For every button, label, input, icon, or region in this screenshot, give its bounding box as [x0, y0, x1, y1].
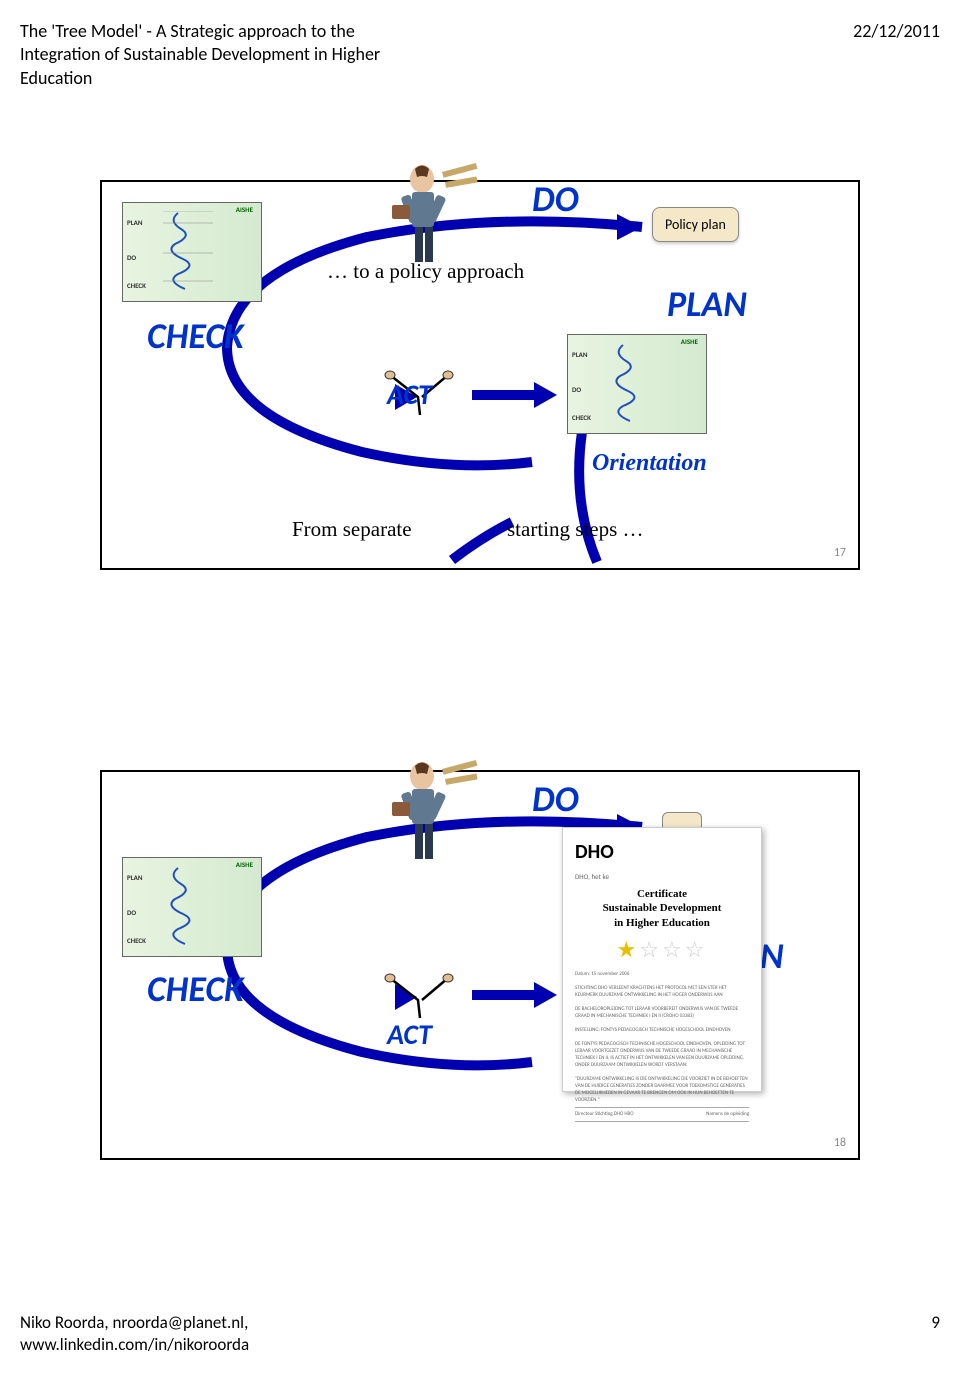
star-empty-icon: ☆: [685, 936, 708, 963]
check-label-1: CHECK: [147, 314, 244, 358]
cert-body-text: Datum: 15 november 2006 STICHTING DHO VE…: [575, 971, 749, 1122]
page-footer: Niko Roorda, nroorda@planet.nl, www.link…: [20, 1312, 940, 1356]
footer-author: Niko Roorda, nroorda@planet.nl, www.link…: [20, 1312, 420, 1356]
divining-rod-2: [380, 970, 460, 1020]
diagram-2: DO AISHE PLAN DO CHECK CHECK ACT N DHO: [100, 770, 860, 1160]
doc-title: The 'Tree Model' - A Strategic approach …: [20, 20, 420, 90]
aishe-chart-left-2: AISHE PLAN DO CHECK: [122, 857, 262, 957]
policy-approach-text: … to a policy approach: [327, 259, 524, 284]
cert-stars: ★☆☆☆: [575, 936, 749, 963]
aishe-chart-right-1: AISHE PLAN DO CHECK: [567, 334, 707, 434]
act-label-1: ACT: [387, 377, 432, 412]
do-label-1: DO: [532, 177, 579, 221]
footer-page-num: 9: [931, 1312, 940, 1356]
plan-label-1: PLAN: [667, 282, 747, 326]
plan-partial-2: N: [760, 934, 784, 978]
doc-date: 22/12/2011: [853, 20, 940, 90]
star-filled-icon: ★: [617, 936, 640, 963]
aishe-chart-left-1: AISHE PLAN DO CHECK: [122, 202, 262, 302]
from-separate-text: From separate: [292, 517, 412, 542]
do-label-2: DO: [532, 777, 579, 821]
slide-number-2: 18: [834, 1136, 846, 1150]
certificate-card: DHO DHO, het ke Certificate Sustainable …: [562, 827, 762, 1092]
check-label-2: CHECK: [147, 967, 244, 1011]
slide-number-1: 17: [834, 546, 846, 560]
page-header: The 'Tree Model' - A Strategic approach …: [20, 20, 940, 90]
cert-subtitle: DHO, het ke: [575, 872, 749, 881]
worker-illustration-2: [367, 754, 487, 884]
policy-plan-scroll: Policy plan: [652, 207, 739, 242]
star-empty-icon: ☆: [662, 936, 685, 963]
starting-steps-text: starting steps …: [507, 517, 644, 542]
orientation-label-1: Orientation: [592, 450, 707, 477]
star-empty-icon: ☆: [639, 936, 662, 963]
cert-main-text: Certificate Sustainable Development in H…: [575, 887, 749, 930]
act-label-2: ACT: [387, 1017, 432, 1052]
cert-logo: DHO: [575, 840, 749, 864]
diagram-1: DO Policy plan … to a policy approach PL…: [100, 180, 860, 570]
